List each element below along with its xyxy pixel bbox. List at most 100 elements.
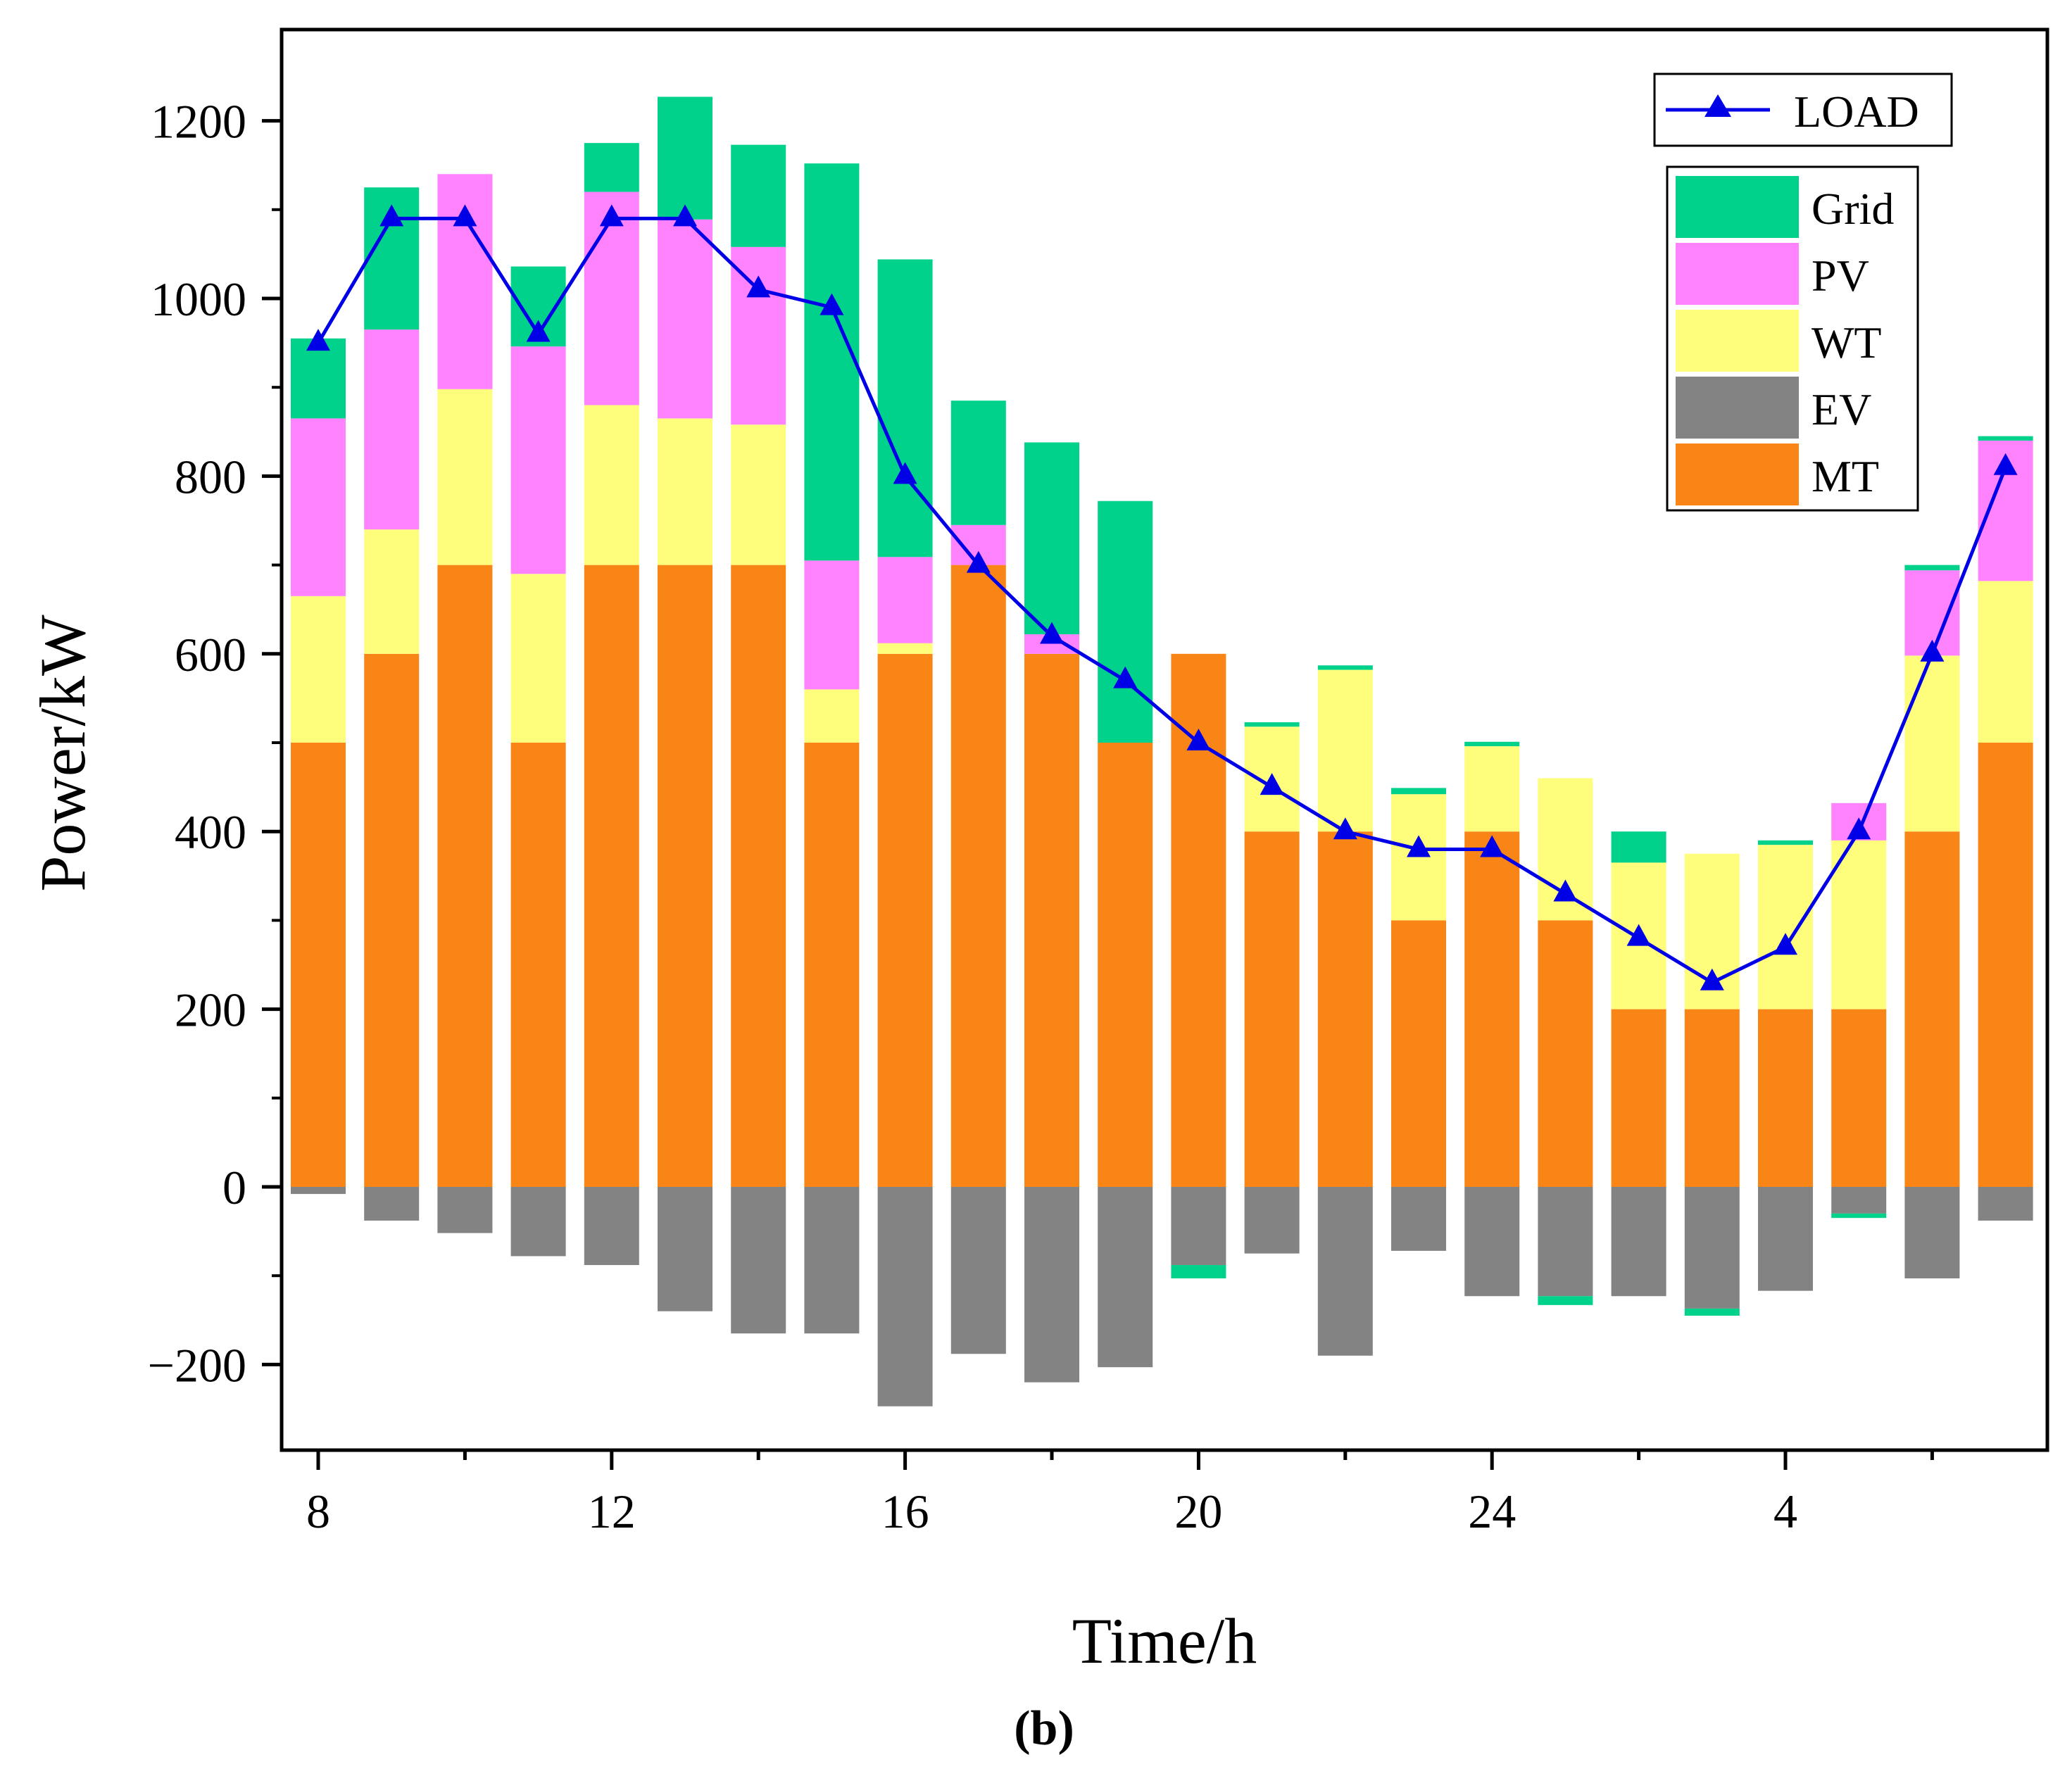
- bar-ev-12: [1171, 1187, 1226, 1266]
- load-marker-6: [746, 275, 771, 298]
- y-tick-label-5: 800: [175, 450, 246, 503]
- bar-grid-9: [950, 401, 1006, 525]
- y-tick-label-0: −200: [148, 1338, 246, 1392]
- bar-mt-5: [658, 565, 712, 1187]
- legend-load-marker: [1704, 94, 1731, 117]
- bar-grid-13: [1244, 722, 1300, 727]
- legend-label-ev: EV: [1812, 384, 1871, 434]
- load-marker-21: [1847, 817, 1871, 840]
- bar-ev-15: [1391, 1187, 1446, 1251]
- bar-mt-0: [291, 743, 346, 1187]
- bar-ev-14: [1317, 1187, 1373, 1356]
- load-marker-19: [1700, 968, 1724, 990]
- bar-grid-8: [877, 259, 933, 558]
- load-marker-18: [1626, 924, 1651, 946]
- bar-wt-4: [584, 405, 639, 565]
- load-marker-23: [1993, 453, 2018, 475]
- bar-pv-8: [877, 557, 933, 643]
- load-line: [316, 216, 2007, 985]
- bar-ev-0: [291, 1187, 346, 1195]
- legend-label-wt: WT: [1812, 317, 1882, 367]
- bar-wt-8: [877, 643, 933, 654]
- bar-grid-20: [1758, 840, 1813, 845]
- legend-label-grid: Grid: [1812, 184, 1894, 234]
- x-axis: 8 12 16 20 24 4: [306, 1450, 1934, 1538]
- figure-caption: (b): [1014, 1701, 1074, 1756]
- bar-pv-0: [291, 418, 346, 596]
- bar-grid-12: [1171, 1265, 1226, 1278]
- legend-swatch-wt: [1676, 310, 1799, 372]
- bar-ev-4: [584, 1187, 639, 1266]
- load-marker-8: [893, 462, 917, 484]
- bar-ev-17: [1538, 1187, 1593, 1297]
- bar-grid-0: [291, 338, 346, 419]
- bar-ev-13: [1244, 1187, 1300, 1254]
- bar-mt-20: [1758, 1009, 1813, 1187]
- bar-grid-15: [1391, 788, 1446, 795]
- bar-ev-6: [731, 1187, 786, 1334]
- bar-wt-15: [1391, 794, 1446, 921]
- load-marker-5: [673, 204, 697, 227]
- y-axis-title: Power/kW: [27, 615, 99, 892]
- bar-grid-5: [658, 96, 712, 220]
- bar-mt-6: [731, 565, 786, 1187]
- bar-mt-18: [1611, 1009, 1666, 1187]
- bar-ev-21: [1831, 1187, 1887, 1214]
- legend-bars: Grid PV WT EV MT: [1666, 165, 1919, 512]
- bar-grid-18: [1611, 831, 1666, 863]
- x-tick-label-4: 24: [1468, 1485, 1516, 1538]
- bar-grid-23: [1978, 436, 2033, 441]
- load-marker-20: [1773, 933, 1797, 955]
- bar-wt-7: [804, 689, 860, 743]
- y-tick-label-1: 0: [222, 1161, 246, 1214]
- bar-mt-10: [1024, 653, 1079, 1187]
- load-marker-2: [453, 204, 477, 227]
- x-axis-title: Time/h: [1072, 1605, 1257, 1677]
- bar-ev-20: [1758, 1187, 1813, 1291]
- load-marker-17: [1553, 879, 1578, 902]
- bar-mt-14: [1317, 831, 1373, 1187]
- bar-pv-5: [658, 219, 712, 419]
- bar-mt-21: [1831, 1009, 1887, 1187]
- bar-grid-14: [1317, 665, 1373, 670]
- bar-pv-1: [364, 329, 420, 530]
- load-marker-4: [599, 204, 624, 227]
- bar-ev-18: [1611, 1187, 1666, 1297]
- plot-frame: [280, 27, 2049, 1452]
- bar-ev-5: [658, 1187, 712, 1311]
- load-marker-14: [1333, 817, 1357, 840]
- x-tick-label-1: 12: [588, 1485, 636, 1538]
- bar-ev-7: [804, 1187, 860, 1334]
- bar-mt-8: [877, 653, 933, 1187]
- bar-ev-2: [437, 1187, 493, 1233]
- bar-wt-22: [1904, 655, 1960, 832]
- load-marker-10: [1040, 622, 1064, 644]
- load-marker-7: [820, 293, 844, 315]
- bar-wt-0: [291, 596, 346, 743]
- load-marker-15: [1407, 835, 1431, 857]
- bar-wt-6: [731, 424, 786, 565]
- x-tick-label-2: 16: [881, 1485, 929, 1538]
- bar-mt-13: [1244, 831, 1300, 1187]
- load-marker-13: [1260, 773, 1284, 795]
- x-tick-label-3: 20: [1174, 1485, 1222, 1538]
- load-marker-22: [1920, 639, 1945, 662]
- load-marker-1: [379, 204, 404, 227]
- legend-load: LOAD: [1653, 73, 1953, 147]
- y-tick-label-6: 1000: [151, 272, 246, 326]
- y-tick-label-2: 200: [175, 983, 246, 1037]
- legend-swatch-grid: [1676, 176, 1799, 238]
- bar-pv-7: [804, 560, 860, 690]
- bar-wt-3: [510, 574, 566, 743]
- bar-ev-22: [1904, 1187, 1960, 1278]
- bar-pv-3: [510, 346, 566, 574]
- bar-wt-23: [1978, 581, 2033, 743]
- bar-ev-9: [950, 1187, 1006, 1354]
- bar-mt-7: [804, 743, 860, 1187]
- bar-ev-10: [1024, 1187, 1079, 1383]
- y-axis: −200 0 200 400 600 800 1000 1200: [148, 95, 282, 1392]
- bar-mt-19: [1684, 1009, 1740, 1187]
- bar-wt-21: [1831, 840, 1887, 1009]
- bar-ev-16: [1464, 1187, 1520, 1297]
